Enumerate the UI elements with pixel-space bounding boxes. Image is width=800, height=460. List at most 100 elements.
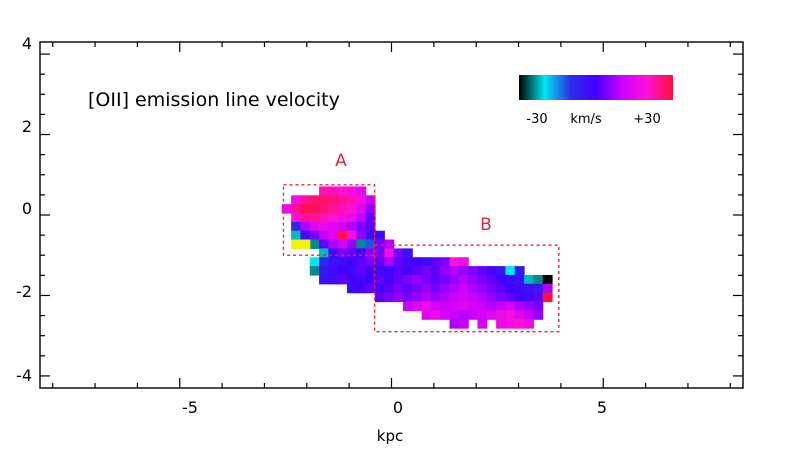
velocity-pixel: [505, 310, 516, 320]
velocity-pixel: [477, 319, 488, 329]
velocity-pixel: [374, 283, 385, 294]
velocity-pixel: [337, 274, 348, 285]
velocity-pixel: [300, 212, 311, 223]
velocity-pixel: [421, 310, 432, 320]
velocity-pixel: [430, 257, 441, 267]
velocity-pixel: [384, 283, 395, 294]
velocity-pixel: [524, 292, 534, 303]
velocity-pixel: [356, 204, 367, 214]
velocity-pixel: [319, 195, 329, 205]
velocity-pixel: [458, 310, 469, 320]
velocity-pixel: [356, 274, 367, 285]
colorbar: [519, 75, 673, 100]
region-label-b: B: [480, 215, 492, 235]
velocity-pixel: [449, 274, 460, 285]
colorbar-unit-label: km/s: [570, 112, 602, 127]
velocity-pixel: [458, 292, 469, 303]
velocity-pixel: [449, 283, 460, 294]
velocity-pixel: [374, 292, 385, 303]
velocity-pixel: [458, 274, 469, 285]
velocity-pixel: [533, 292, 544, 303]
velocity-pixel: [412, 283, 423, 294]
velocity-pixel: [449, 301, 460, 311]
velocity-pixel: [337, 257, 348, 267]
velocity-pixel: [319, 204, 329, 214]
velocity-pixel: [524, 301, 534, 311]
velocity-pixel: [384, 274, 395, 285]
velocity-pixel: [393, 266, 404, 276]
velocity-pixel: [458, 266, 469, 276]
y-tick-label: 0: [22, 199, 32, 218]
velocity-pixel: [291, 195, 302, 205]
y-tick-label: 4: [22, 34, 32, 53]
velocity-pixel: [496, 319, 507, 329]
velocity-pixel: [356, 221, 367, 232]
velocity-pixel: [328, 212, 339, 223]
velocity-pixel: [328, 204, 339, 214]
velocity-pixel: [365, 195, 376, 205]
velocity-pixel: [347, 221, 357, 232]
velocity-pixel: [328, 274, 339, 285]
velocity-pixel: [402, 257, 413, 267]
chart-title: [OII] emission line velocity: [88, 89, 340, 111]
velocity-pixel: [430, 283, 441, 294]
velocity-pixel: [300, 239, 311, 249]
velocity-pixel: [430, 301, 441, 311]
velocity-pixel: [356, 186, 367, 196]
velocity-pixel: [533, 274, 544, 285]
velocity-pixel: [496, 274, 507, 285]
velocity-pixel: [524, 310, 534, 320]
velocity-pixel: [347, 204, 357, 214]
velocity-pixel: [440, 266, 451, 276]
x-tick-label: 5: [597, 398, 607, 417]
velocity-pixel: [365, 266, 376, 276]
velocity-pixel: [402, 274, 413, 285]
velocity-pixel: [449, 266, 460, 276]
velocity-pixel: [337, 186, 348, 196]
velocity-pixel: [365, 221, 376, 232]
velocity-pixel: [505, 283, 516, 294]
velocity-pixel: [281, 204, 292, 214]
velocity-pixel: [468, 274, 479, 285]
x-tick-label: 0: [393, 398, 403, 417]
velocity-pixel: [309, 212, 320, 223]
velocity-pixel: [319, 186, 329, 196]
velocity-pixel: [440, 310, 451, 320]
velocity-pixel: [328, 195, 339, 205]
velocity-pixel: [486, 266, 497, 276]
velocity-pixel: [384, 266, 395, 276]
velocity-pixel: [319, 239, 329, 249]
velocity-pixel: [393, 257, 404, 267]
velocity-pixel: [533, 283, 544, 294]
velocity-pixel: [402, 283, 413, 294]
velocity-pixel: [365, 212, 376, 223]
velocity-pixel: [449, 319, 460, 329]
region-label-a: A: [335, 151, 347, 171]
velocity-pixel: [309, 221, 320, 232]
velocity-pixel: [421, 283, 432, 294]
velocity-pixel: [309, 230, 320, 241]
velocity-pixel: [347, 283, 357, 294]
region-box-b: [373, 244, 560, 333]
velocity-pixel: [421, 257, 432, 267]
velocity-pixel: [393, 283, 404, 294]
velocity-pixel: [347, 186, 357, 196]
velocity-pixel: [393, 274, 404, 285]
velocity-pixel: [356, 239, 367, 249]
velocity-pixel: [319, 257, 329, 267]
axis-ticks: [40, 42, 743, 388]
x-tick-label: -5: [182, 398, 198, 417]
velocity-pixel: [496, 301, 507, 311]
region-boxes: [282, 184, 560, 333]
velocity-pixel: [449, 310, 460, 320]
velocity-pixel: [337, 230, 348, 241]
velocity-pixel: [347, 195, 357, 205]
velocity-pixel: [486, 292, 497, 303]
velocity-pixel: [337, 221, 348, 232]
colorbar-min-label: -30: [526, 112, 547, 127]
velocity-pixel: [309, 239, 320, 249]
velocity-pixel: [328, 248, 339, 258]
velocity-pixel: [374, 239, 385, 249]
velocity-pixel: [328, 221, 339, 232]
